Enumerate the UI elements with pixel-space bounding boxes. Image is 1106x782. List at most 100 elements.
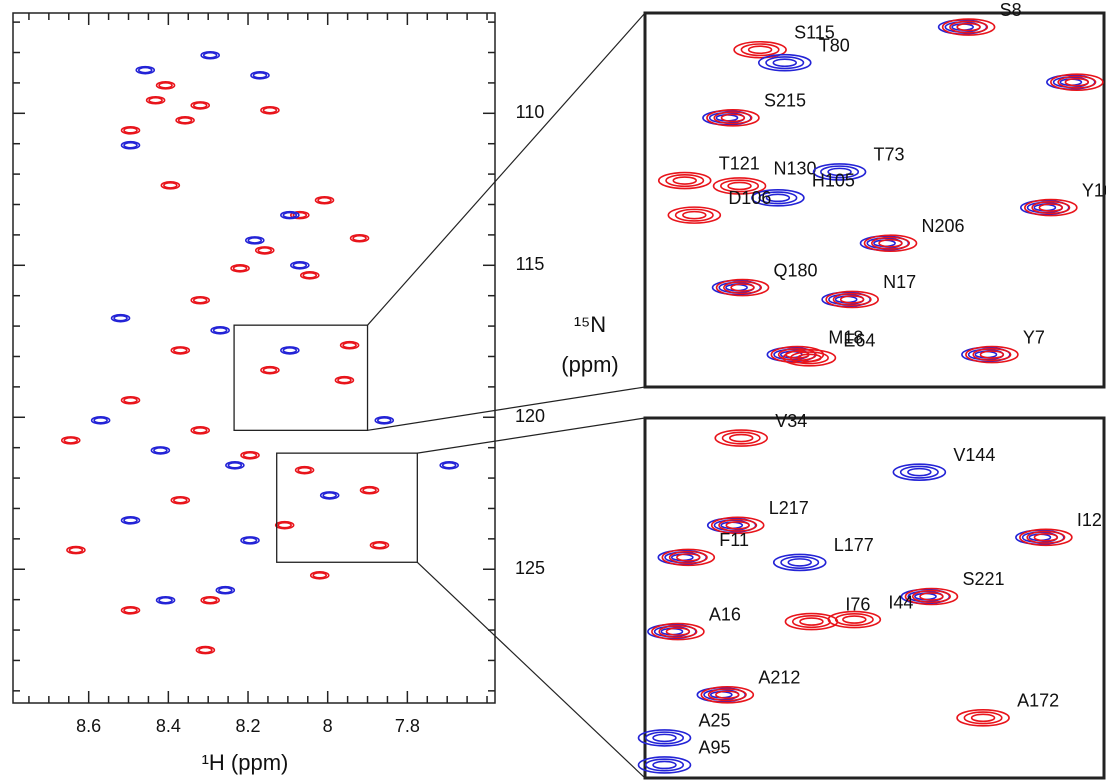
peak (1020, 198, 1078, 217)
contour-ring (720, 521, 744, 530)
peak (225, 460, 245, 470)
contour-ring (661, 548, 716, 567)
peak (956, 709, 1010, 727)
peak (155, 595, 176, 605)
contour-ring (280, 346, 300, 355)
peak-label: S221 (962, 569, 1004, 589)
contour-ring (914, 592, 937, 601)
contour-ring (374, 416, 395, 425)
contour-ring (747, 45, 773, 55)
contour-ring (672, 176, 697, 185)
contour-ring (439, 460, 459, 470)
contour-ring (200, 595, 220, 605)
contour-ring (190, 295, 211, 305)
contour-ring (290, 260, 310, 270)
plot-frame (643, 416, 1106, 780)
contour-ring (242, 451, 258, 459)
contour-ring (339, 340, 360, 350)
contour-ring (956, 709, 1010, 727)
peak (696, 685, 755, 704)
contour-ring (718, 518, 758, 532)
peak (290, 260, 310, 270)
peak (369, 540, 390, 550)
contour-ring (657, 171, 712, 190)
peak-label: T80 (819, 35, 850, 55)
contour-ring (979, 350, 1005, 359)
zoom-box (233, 324, 369, 431)
contour-ring (292, 211, 308, 219)
contour-ring (322, 492, 337, 499)
contour-ring (904, 587, 959, 606)
peak (637, 756, 692, 774)
peak-label: L177 (834, 535, 874, 555)
peak (359, 485, 380, 495)
contour-ring (150, 446, 171, 455)
peak-label: Y7 (1023, 327, 1045, 347)
zoom-connector (367, 386, 646, 431)
contour-ring (137, 66, 153, 74)
y-tick-label: 110 (516, 102, 545, 122)
peak (274, 520, 295, 530)
peak (260, 105, 280, 115)
contour-ring (155, 81, 176, 90)
contour-ring (667, 206, 722, 224)
peak (711, 278, 770, 297)
contour-ring (257, 247, 273, 254)
x-tick-label: 8 (323, 716, 333, 736)
peak (145, 95, 166, 105)
contour-ring (1019, 528, 1073, 547)
contour-ring (974, 350, 998, 359)
peak-label: L217 (769, 498, 809, 518)
contour-ring (758, 191, 798, 205)
contour-ring (791, 615, 831, 629)
contour-ring (120, 395, 141, 405)
contour-ring (682, 210, 707, 220)
contour-ring (951, 23, 974, 31)
peak-label: A212 (758, 668, 800, 688)
contour-ring (965, 345, 1019, 364)
contour-ring (715, 278, 770, 297)
contour-ring (911, 589, 951, 604)
contour-ring (262, 106, 278, 114)
contour-ring (170, 346, 191, 355)
contour-ring (644, 731, 685, 745)
contour-ring (714, 429, 769, 447)
contour-ring (252, 71, 268, 79)
contour-ring (972, 348, 1012, 362)
contour-ring (765, 56, 805, 70)
peak (309, 571, 330, 580)
peak-label: N206 (922, 216, 965, 236)
contour-ring (225, 460, 245, 470)
contour-ring (200, 50, 220, 60)
contour-ring (120, 605, 141, 615)
contour-ring (970, 713, 996, 723)
contour-ring (242, 537, 258, 544)
y-axis-label: ¹⁵N (574, 312, 606, 337)
peak (170, 495, 191, 505)
contour-ring (190, 426, 211, 435)
y-tick-label: 125 (515, 558, 545, 578)
zoom-connector (417, 417, 646, 454)
contour-ring (660, 627, 684, 636)
contour-ring (192, 296, 208, 304)
contour-ring (720, 179, 760, 193)
contour-ring (113, 314, 128, 322)
contour-ring (120, 126, 141, 135)
contour-ring (1033, 533, 1059, 542)
peak-label: E64 (843, 331, 875, 351)
peak (334, 375, 355, 385)
peak-label: N17 (883, 272, 916, 292)
contour-ring (713, 111, 753, 125)
contour-ring (727, 181, 752, 191)
contour-ring (274, 520, 295, 530)
contour-ring (177, 116, 193, 124)
contour-ring (68, 546, 84, 554)
contour-ring (359, 485, 380, 495)
contour-ring (712, 177, 767, 195)
contour-ring (123, 141, 138, 149)
peak (190, 295, 211, 305)
contour-ring (314, 195, 335, 205)
peak (319, 491, 340, 500)
contour-ring (349, 233, 370, 243)
peak (160, 181, 181, 190)
